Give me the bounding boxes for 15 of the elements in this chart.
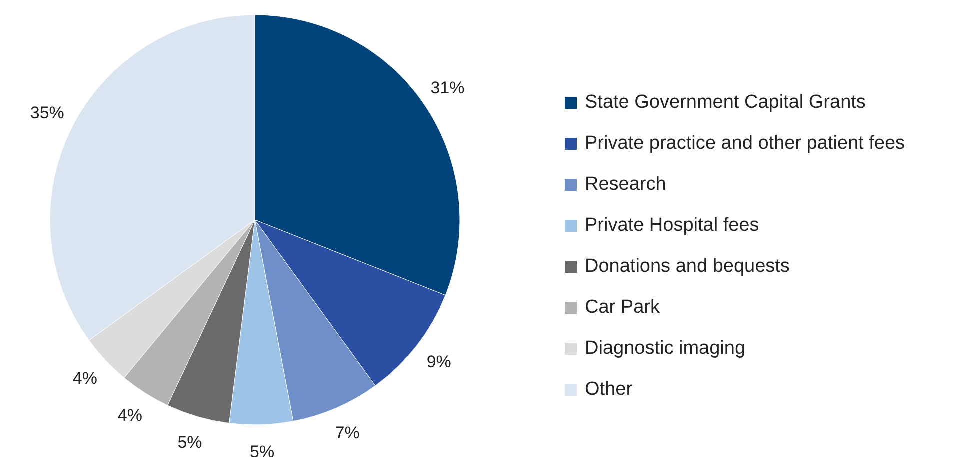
data-label: 4% [118,406,142,426]
data-label: 7% [335,423,360,442]
data-label: 9% [426,352,452,372]
data-label: 31% [430,78,465,98]
legend-label: Car Park [585,297,660,318]
legend-label: Other [585,379,634,400]
legend-label: Donations and bequests [585,256,790,278]
data-label: 4% [72,368,98,388]
legend-label: State Government Capital Grants [585,92,866,114]
data-label: 35% [30,104,64,123]
legend-label: Private Hospital fees [585,215,760,236]
legend-label: Private practice and other patient fees [585,133,906,154]
legend-label: Diagnostic imaging [585,338,746,360]
legend-label: Research [585,174,666,196]
data-label: 5% [178,433,202,452]
